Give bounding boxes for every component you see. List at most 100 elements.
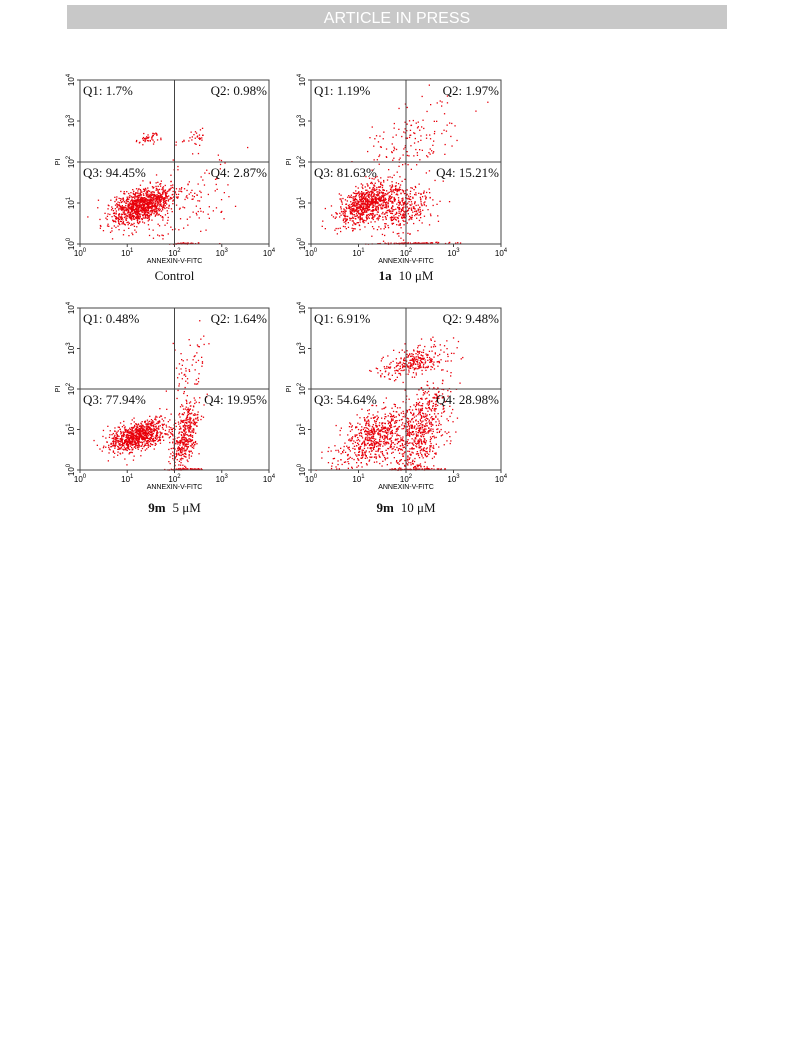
event-dot — [346, 219, 348, 221]
event-dot — [367, 447, 369, 449]
event-dot — [143, 198, 145, 201]
event-dot — [141, 442, 143, 444]
header-bar — [67, 5, 727, 29]
event-dot — [180, 440, 182, 442]
event-dot — [194, 468, 196, 470]
event-dot — [372, 414, 374, 416]
event-dot — [143, 445, 146, 447]
event-dot — [109, 434, 111, 436]
event-dot — [368, 432, 370, 434]
event-dot — [114, 444, 116, 446]
event-dot — [459, 242, 462, 244]
event-dot — [382, 138, 384, 140]
event-dot — [357, 203, 359, 205]
event-dot — [358, 204, 360, 206]
event-dot — [120, 439, 122, 441]
tick-exp: 0 — [297, 237, 303, 241]
event-dot — [115, 438, 117, 440]
event-dot — [392, 189, 394, 191]
event-dot — [133, 446, 135, 448]
event-dot — [362, 203, 364, 205]
event-dot — [149, 427, 151, 429]
event-dot — [415, 211, 418, 213]
event-dot — [400, 214, 402, 216]
event-dot — [384, 440, 386, 442]
event-dot — [136, 220, 139, 222]
event-dot — [131, 217, 133, 219]
event-dot — [385, 198, 387, 201]
event-dot — [179, 458, 182, 460]
event-dot — [179, 444, 181, 446]
event-dot — [397, 217, 399, 219]
event-dot — [158, 425, 160, 427]
event-dot — [186, 434, 189, 436]
event-dot — [360, 432, 362, 434]
event-dot — [184, 445, 187, 447]
y-tick-label: 103 — [297, 114, 307, 127]
event-dot — [117, 441, 120, 443]
event-dot — [116, 204, 118, 206]
event-dot — [391, 143, 393, 145]
event-dot — [118, 221, 120, 223]
event-dot — [375, 457, 377, 460]
event-dot — [144, 443, 146, 445]
event-dot — [388, 195, 390, 197]
event-dot — [396, 442, 399, 445]
event-dot — [192, 428, 194, 430]
event-dot — [418, 214, 420, 216]
event-dot — [392, 447, 394, 450]
event-dot — [379, 215, 381, 217]
event-dot — [321, 225, 323, 227]
event-dot — [362, 455, 364, 457]
event-dot — [396, 212, 398, 214]
event-dot — [398, 190, 400, 192]
event-dot — [372, 205, 374, 207]
event-dot — [157, 195, 160, 197]
event-dot — [122, 433, 124, 436]
event-dot — [176, 441, 178, 443]
event-dot — [414, 137, 416, 140]
event-dot — [164, 197, 166, 199]
event-dot — [393, 209, 395, 211]
event-dot — [142, 208, 144, 210]
event-dot — [141, 200, 143, 202]
event-dot — [344, 442, 346, 444]
event-dot — [153, 211, 155, 213]
event-dot — [368, 200, 370, 203]
event-dot — [381, 452, 384, 455]
event-dot — [138, 213, 141, 215]
event-dot — [184, 450, 186, 452]
event-dot — [367, 431, 369, 433]
event-dot — [373, 194, 375, 196]
event-dot — [347, 204, 350, 207]
event-dot — [397, 428, 399, 430]
event-dot — [406, 151, 408, 153]
event-dot — [365, 450, 367, 452]
event-dot — [385, 217, 387, 219]
event-dot — [134, 424, 136, 427]
event-dot — [402, 209, 404, 211]
event-dot — [132, 443, 134, 446]
event-dot — [196, 352, 198, 354]
event-dot — [199, 320, 201, 322]
event-dot — [410, 168, 412, 170]
event-dot — [106, 215, 109, 217]
event-dot — [376, 191, 378, 193]
event-dot — [148, 428, 150, 430]
event-dot — [381, 186, 384, 189]
event-dot — [138, 203, 140, 205]
event-dot — [352, 214, 354, 216]
event-dot — [130, 195, 132, 198]
event-dot — [406, 154, 409, 157]
event-dot — [342, 219, 344, 222]
event-dot — [190, 431, 192, 433]
event-dot — [125, 428, 127, 431]
event-dot — [367, 209, 369, 212]
event-dot — [174, 228, 176, 230]
event-dot — [350, 423, 352, 425]
event-dot — [150, 203, 152, 205]
event-dot — [114, 196, 116, 198]
event-dot — [117, 454, 119, 456]
event-dot — [409, 134, 411, 136]
event-dot — [123, 229, 125, 232]
